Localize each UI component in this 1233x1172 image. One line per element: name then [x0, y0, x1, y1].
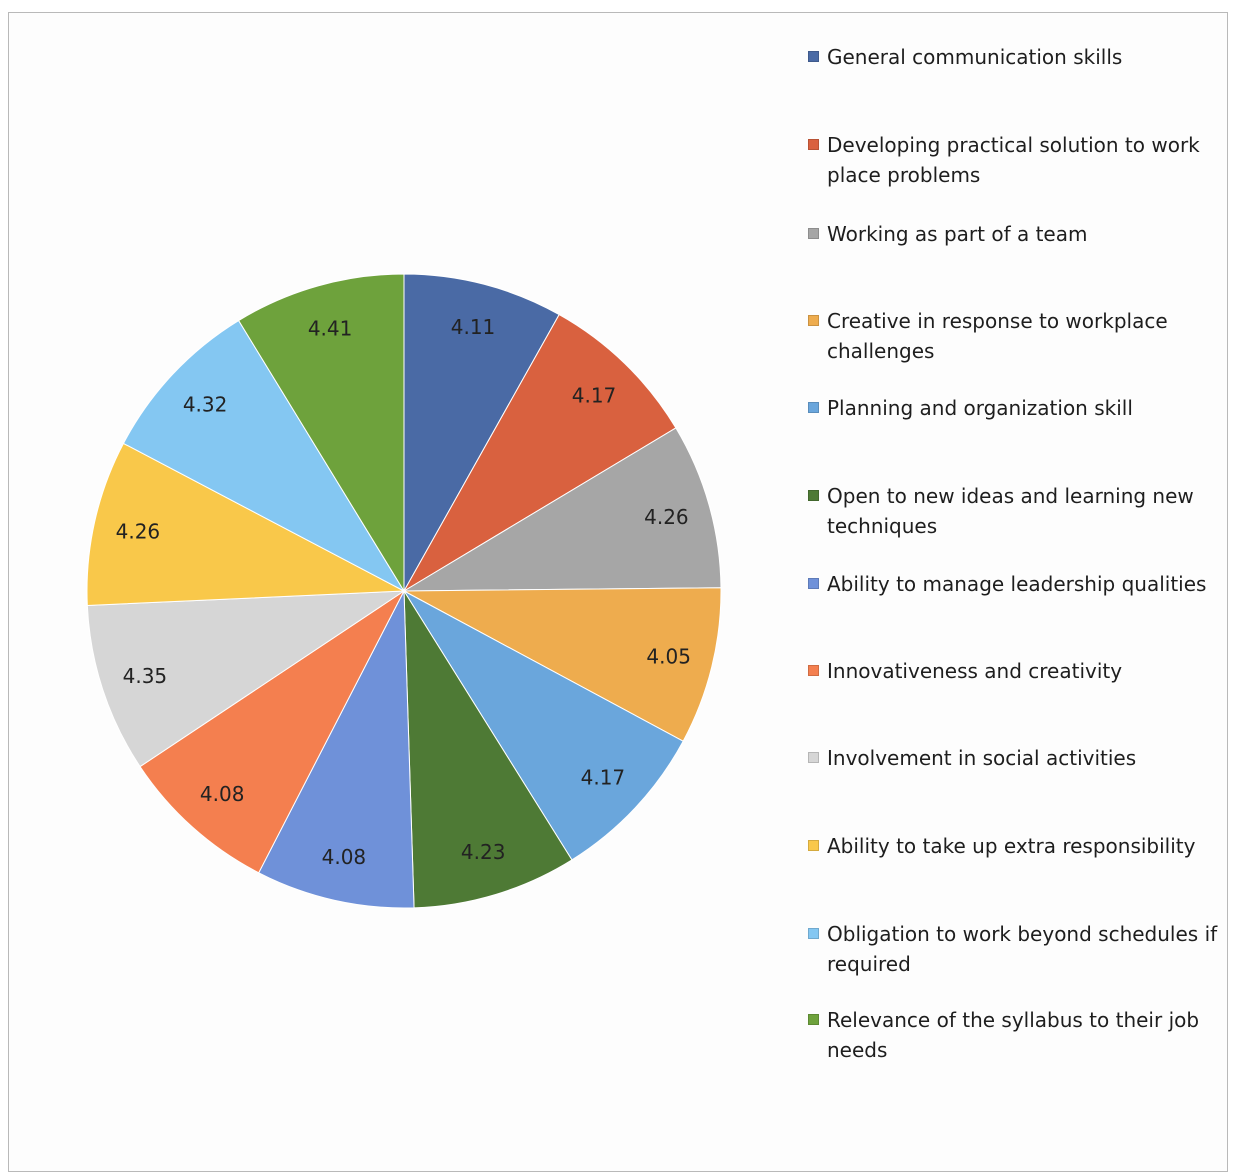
- pie-slice-3: [402, 427, 722, 592]
- pie-value-label-5: 4.17: [581, 766, 626, 790]
- pie-value-label-4: 4.05: [646, 644, 691, 668]
- legend-label: Developing practical solution to work pl…: [827, 133, 1200, 187]
- legend-item: Involvement in social activities: [808, 743, 1218, 773]
- pie-slice-10: [86, 442, 406, 607]
- legend-label: Open to new ideas and learning new techn…: [827, 484, 1194, 538]
- pie-slices: [86, 273, 722, 909]
- legend-label: Involvement in social activities: [827, 746, 1137, 770]
- pie-value-label-11: 4.32: [183, 393, 228, 417]
- legend-label: Creative in response to workplace challe…: [827, 309, 1168, 363]
- legend-label: General communication skills: [827, 45, 1123, 69]
- legend-swatch: [808, 228, 819, 239]
- legend-label: Relevance of the syllabus to their job n…: [827, 1008, 1200, 1062]
- legend-item: Planning and organization skill: [808, 393, 1218, 423]
- legend-swatch: [808, 578, 819, 589]
- legend-item: Open to new ideas and learning new techn…: [808, 481, 1218, 541]
- legend-label: Ability to manage leadership qualities: [827, 572, 1207, 596]
- legend-item: Obligation to work beyond schedules if r…: [808, 919, 1218, 979]
- legend-label: Obligation to work beyond schedules if r…: [827, 922, 1218, 976]
- pie-slice-4: [403, 587, 722, 742]
- legend-swatch: [808, 840, 819, 851]
- legend-item: Working as part of a team: [808, 219, 1218, 249]
- pie-slice-7: [258, 589, 415, 909]
- pie-slice-8: [139, 589, 406, 874]
- legend-item: Developing practical solution to work pl…: [808, 130, 1218, 190]
- legend-swatch: [808, 665, 819, 676]
- legend-item: Ability to take up extra responsibility: [808, 831, 1218, 861]
- legend-swatch: [808, 490, 819, 501]
- legend-swatch: [808, 315, 819, 326]
- pie-value-label-3: 4.26: [644, 505, 689, 529]
- legend-swatch: [808, 1014, 819, 1025]
- pie-slice-2: [402, 313, 677, 593]
- pie-value-labels: 4.11 4.17 4.26 4.05 4.17 4.23 4.08 4.08 4.35 4.26…: [116, 315, 691, 869]
- pie-slice-6: [403, 589, 573, 909]
- legend-swatch: [808, 51, 819, 62]
- pie-slice-1: [403, 273, 560, 593]
- legend-swatch: [808, 402, 819, 413]
- pie-value-label-2: 4.17: [572, 384, 617, 408]
- pie-value-label-1: 4.11: [451, 315, 496, 339]
- pie-value-label-10: 4.26: [116, 520, 161, 544]
- legend-label: Working as part of a team: [827, 222, 1088, 246]
- legend-swatch: [808, 928, 819, 939]
- pie-slice-9: [86, 590, 406, 768]
- legend-item: Ability to manage leadership qualities: [808, 569, 1218, 599]
- pie-value-label-8: 4.08: [200, 782, 245, 806]
- legend-swatch: [808, 139, 819, 150]
- legend-item: Innovativeness and creativity: [808, 656, 1218, 686]
- legend-item: Relevance of the syllabus to their job n…: [808, 1005, 1218, 1065]
- pie-value-label-12: 4.41: [308, 317, 353, 341]
- pie-value-label-7: 4.08: [322, 845, 367, 869]
- legend-label: Innovativeness and creativity: [827, 659, 1123, 683]
- pie-slice-5: [402, 589, 684, 861]
- pie-slice-11: [122, 319, 406, 593]
- legend-label: Planning and organization skill: [827, 396, 1133, 420]
- pie-slice-12: [237, 273, 405, 593]
- legend-item: Creative in response to workplace challe…: [808, 306, 1218, 366]
- legend-label: Ability to take up extra responsibility: [827, 834, 1196, 858]
- legend-swatch: [808, 752, 819, 763]
- legend-item: General communication skills: [808, 42, 1218, 72]
- pie-value-label-9: 4.35: [123, 664, 168, 688]
- pie-value-label-6: 4.23: [461, 840, 506, 864]
